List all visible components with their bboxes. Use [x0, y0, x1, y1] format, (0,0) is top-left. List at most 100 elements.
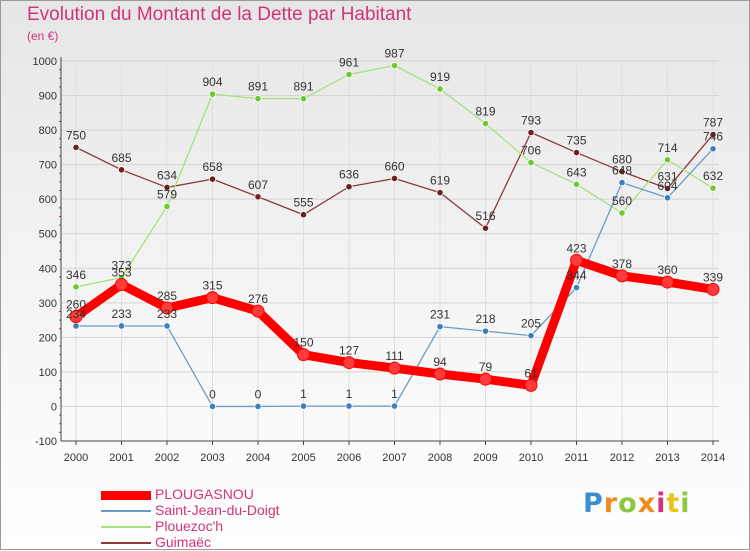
- chart-unit-label: (en €): [27, 29, 59, 43]
- data-point: [527, 158, 535, 167]
- data-point: [163, 202, 171, 211]
- data-label: 658: [202, 160, 222, 174]
- x-tick-label: 2008: [428, 452, 452, 464]
- y-tick-label: 800: [39, 125, 57, 137]
- data-point: [663, 194, 672, 202]
- data-label: 111: [385, 349, 404, 363]
- logo-letter: i: [656, 488, 667, 519]
- data-label: 714: [657, 141, 677, 155]
- data-label: 150: [293, 336, 313, 350]
- data-point: [663, 156, 672, 164]
- x-tick-label: 2006: [337, 452, 361, 464]
- data-label: 987: [384, 46, 404, 60]
- x-tick-label: 2013: [655, 452, 679, 464]
- data-label: 94: [433, 355, 447, 369]
- data-point: [117, 166, 126, 174]
- data-label: 746: [703, 130, 723, 144]
- data-point: [436, 85, 444, 93]
- x-tick-label: 2014: [701, 452, 725, 464]
- x-tick-label: 2004: [246, 452, 270, 464]
- data-label: 285: [157, 289, 177, 303]
- data-point: [618, 209, 626, 217]
- data-point: [163, 322, 171, 330]
- x-tick-label: 2000: [64, 452, 88, 464]
- y-tick-label: 0: [51, 401, 57, 413]
- data-point: [436, 189, 444, 197]
- data-label: 961: [339, 55, 359, 69]
- legend-label: Saint-Jean-du-Doigt: [155, 502, 280, 518]
- y-tick-label: 900: [39, 91, 57, 103]
- data-label: 636: [339, 168, 359, 182]
- data-point: [524, 378, 538, 392]
- data-label: 904: [202, 75, 222, 89]
- data-label: 79: [479, 360, 493, 374]
- data-point: [299, 402, 308, 410]
- legend-item: Plouezoc'h: [101, 518, 341, 535]
- data-point: [390, 174, 399, 183]
- logo-letter: i: [680, 488, 691, 519]
- logo-letter: o: [618, 488, 638, 519]
- x-tick-label: 2007: [382, 452, 406, 464]
- data-label: 648: [612, 164, 632, 178]
- data-label: 631: [657, 169, 677, 183]
- data-point: [72, 143, 80, 151]
- data-label: 231: [430, 308, 450, 322]
- data-label: 891: [248, 80, 268, 94]
- data-label: 607: [248, 178, 268, 192]
- data-point: [390, 61, 399, 70]
- data-point: [345, 183, 353, 191]
- data-point: [481, 224, 490, 232]
- data-label: 604: [657, 179, 677, 193]
- data-point: [663, 184, 672, 193]
- data-point: [163, 183, 171, 192]
- y-tick-label: 100: [39, 367, 57, 379]
- legend-item: Saint-Jean-du-Doigt: [101, 502, 341, 519]
- data-label: 360: [657, 263, 677, 277]
- legend-item: Guimaëc: [101, 534, 341, 551]
- data-point: [390, 402, 399, 410]
- data-label: 276: [248, 292, 268, 306]
- data-point: [433, 367, 447, 381]
- data-label: 1: [391, 387, 398, 401]
- data-label: 891: [293, 80, 313, 94]
- data-label: 339: [703, 270, 723, 284]
- data-label: 634: [157, 168, 177, 182]
- y-tick-label: 600: [39, 194, 57, 206]
- legend-swatch: [101, 542, 151, 544]
- data-label: 787: [703, 116, 723, 130]
- data-label: 234: [66, 307, 86, 321]
- data-label: 685: [111, 151, 131, 165]
- data-point: [479, 372, 492, 386]
- data-label: 750: [66, 128, 86, 142]
- data-point: [254, 402, 262, 411]
- data-label: 61: [524, 366, 538, 380]
- data-label: 315: [202, 279, 222, 293]
- data-point: [299, 95, 308, 103]
- data-label: 643: [566, 165, 586, 179]
- x-tick-label: 2003: [200, 452, 224, 464]
- data-point: [661, 275, 674, 289]
- data-point: [69, 310, 83, 324]
- data-point: [572, 180, 581, 188]
- logo-letter: t: [666, 488, 681, 519]
- y-tick-label: 500: [39, 229, 57, 241]
- data-point: [206, 291, 219, 305]
- x-tick-label: 2012: [610, 452, 634, 464]
- data-point: [706, 282, 720, 296]
- data-point: [254, 95, 262, 103]
- data-label: 560: [612, 194, 632, 208]
- data-point: [342, 356, 356, 370]
- y-tick-label: 1000: [33, 56, 57, 68]
- x-tick-label: 2009: [473, 452, 497, 464]
- data-label: 233: [111, 307, 131, 321]
- data-point: [117, 322, 126, 330]
- data-point: [299, 211, 308, 219]
- data-label: 555: [293, 196, 313, 210]
- legend-swatch: [101, 526, 151, 528]
- data-label: 706: [521, 144, 541, 158]
- data-point: [251, 304, 265, 318]
- data-point: [615, 269, 629, 283]
